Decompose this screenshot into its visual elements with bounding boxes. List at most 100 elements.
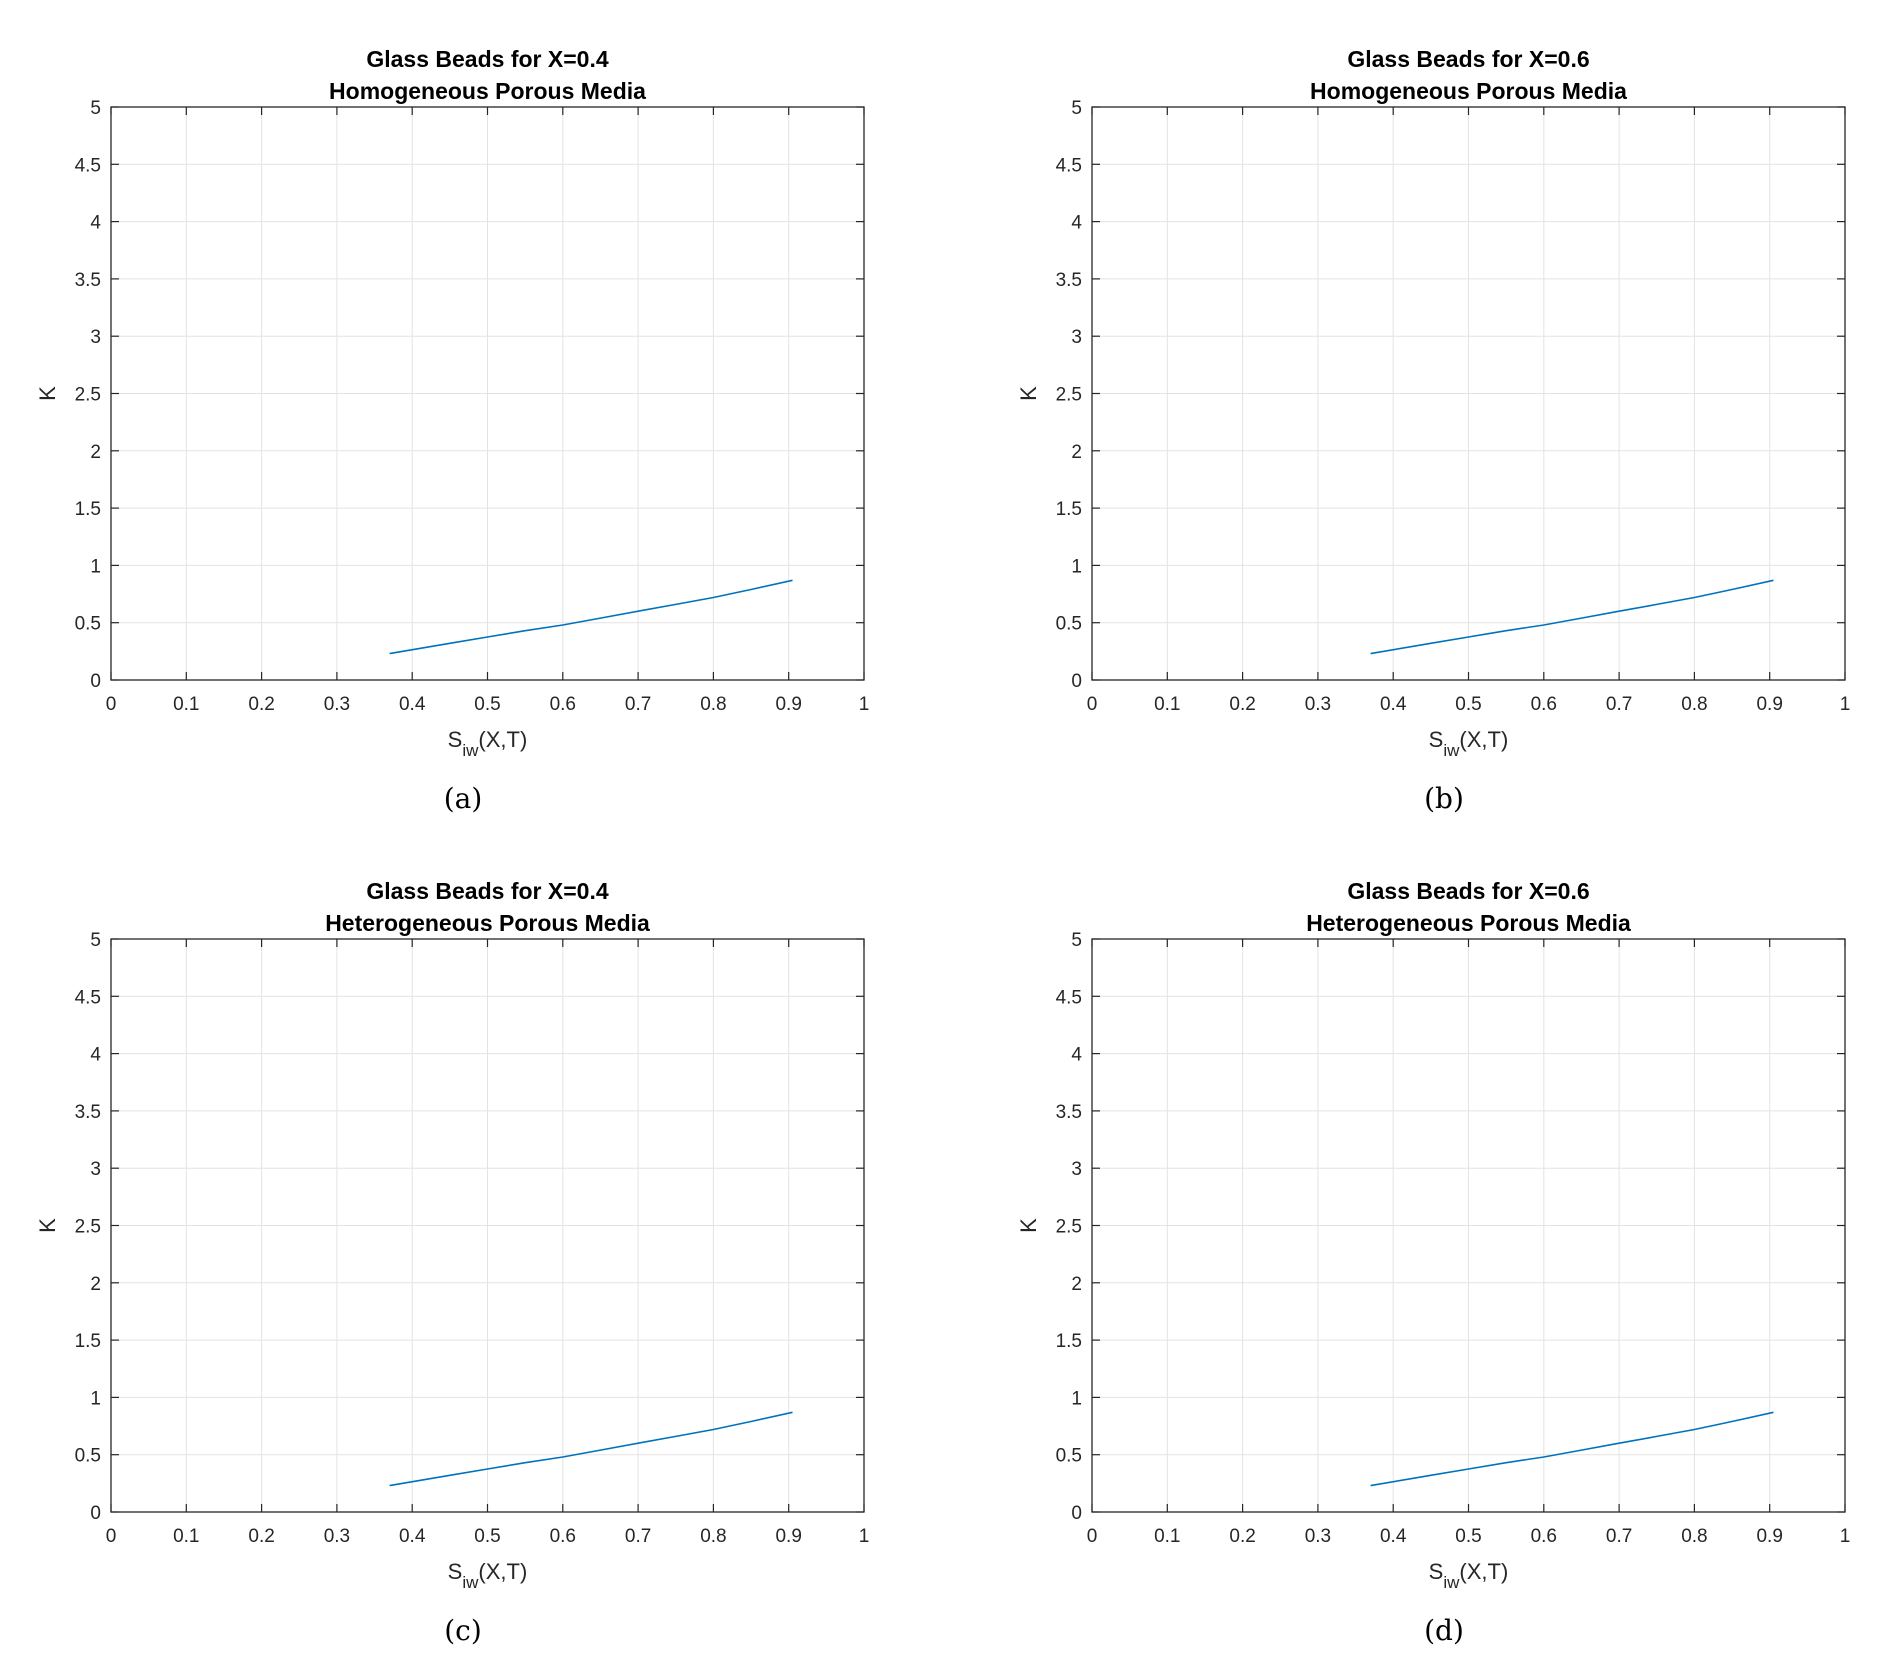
x-tick-label: 0.4 — [399, 1526, 426, 1547]
y-tick-label: 4 — [90, 1045, 101, 1066]
chart-panel-d: 0 0.1 0.2 0.3 0.4 0.5 0.6 0.7 0.8 0.9 1 0 0.5 1 1.5 2 2.… — [1016, 878, 1850, 1647]
y-axis-label: K — [35, 386, 60, 401]
y-tick-label: 1.5 — [75, 1331, 101, 1352]
y-tick-label: 5 — [1071, 930, 1082, 951]
series-line — [1370, 1411, 1774, 1487]
x-tick-label: 0.1 — [1154, 1526, 1180, 1547]
x-tick-label: 0.4 — [399, 694, 426, 715]
chart-panel-a: 0 0.1 0.2 0.3 0.4 0.5 0.6 0.7 0.8 0.9 1 0 0.5 1 1.5 2 2.… — [35, 46, 869, 815]
x-tick-label: 1 — [1840, 1526, 1851, 1547]
x-tick-label: 0 — [106, 694, 117, 715]
x-tick-label: 0.5 — [1455, 694, 1481, 715]
y-tick-label: 4 — [90, 213, 101, 234]
chart-title-line-1: Glass Beads for X=0.6 — [1347, 878, 1589, 904]
x-axis-label: Siw(X,T) — [448, 1559, 528, 1592]
y-tick-label: 5 — [1071, 98, 1082, 119]
x-tick-label: 0.7 — [1606, 1526, 1632, 1547]
x-tick-label: 0.8 — [700, 694, 726, 715]
y-tick-label: 0 — [1071, 671, 1082, 692]
x-tick-label: 0.8 — [700, 1526, 726, 1547]
chart-title-line-2: Heterogeneous Porous Media — [1306, 910, 1631, 936]
x-tick-label: 0.9 — [775, 1526, 801, 1547]
y-tick-label: 3.5 — [75, 270, 101, 291]
x-tick-label: 0.6 — [550, 1526, 576, 1547]
x-axis-label: Siw(X,T) — [1429, 727, 1509, 760]
x-tick-label: 0.4 — [1380, 1526, 1407, 1547]
x-axis-label: Siw(X,T) — [448, 727, 528, 760]
y-tick-label: 2 — [90, 1274, 101, 1295]
axes-box — [110, 938, 865, 1513]
x-tick-label: 0.3 — [1305, 694, 1331, 715]
y-tick-label: 0.5 — [1056, 614, 1082, 635]
y-tick-label: 4.5 — [75, 155, 101, 176]
x-tick-label: 0.1 — [173, 1526, 199, 1547]
y-tick-label: 1.5 — [75, 499, 101, 520]
chart-title-line-1: Glass Beads for X=0.4 — [366, 878, 608, 904]
chart-title-line-2: Homogeneous Porous Media — [329, 78, 646, 104]
y-tick-label: 2.5 — [75, 385, 101, 406]
x-tick-label: 0.9 — [1756, 694, 1782, 715]
panel-caption: (c) — [444, 1614, 482, 1647]
y-tick-label: 3.5 — [1056, 1102, 1082, 1123]
y-tick-label: 2 — [90, 442, 101, 463]
y-tick-label: 3 — [1071, 327, 1082, 348]
x-tick-label: 0.7 — [1606, 694, 1632, 715]
y-tick-label: 3 — [1071, 1159, 1082, 1180]
x-tick-label: 0.7 — [625, 1526, 651, 1547]
y-tick-label: 3 — [90, 1159, 101, 1180]
y-axis-label: K — [1016, 386, 1041, 401]
x-tick-label: 0.9 — [1756, 1526, 1782, 1547]
series-line — [389, 579, 793, 655]
y-tick-label: 1 — [1071, 1388, 1082, 1409]
y-axis-label: K — [35, 1218, 60, 1233]
y-tick-label: 5 — [90, 930, 101, 951]
y-tick-label: 4 — [1071, 213, 1082, 234]
chart-title-line-1: Glass Beads for X=0.4 — [366, 46, 608, 72]
x-tick-label: 1 — [859, 1526, 870, 1547]
x-tick-label: 0.2 — [248, 1526, 274, 1547]
y-tick-label: 4.5 — [1056, 987, 1082, 1008]
x-tick-label: 0 — [1087, 694, 1098, 715]
x-tick-label: 0.6 — [550, 694, 576, 715]
x-tick-label: 0.3 — [324, 694, 350, 715]
y-tick-label: 2 — [1071, 1274, 1082, 1295]
y-tick-label: 3 — [90, 327, 101, 348]
x-tick-label: 0.2 — [1229, 1526, 1255, 1547]
chart-title-line-1: Glass Beads for X=0.6 — [1347, 46, 1589, 72]
x-tick-label: 1 — [1840, 694, 1851, 715]
x-tick-label: 0.5 — [474, 694, 500, 715]
x-tick-label: 0.8 — [1681, 694, 1707, 715]
x-tick-label: 0.8 — [1681, 1526, 1707, 1547]
y-tick-label: 0 — [90, 671, 101, 692]
y-tick-label: 3.5 — [1056, 270, 1082, 291]
chart-panel-c: 0 0.1 0.2 0.3 0.4 0.5 0.6 0.7 0.8 0.9 1 0 0.5 1 1.5 2 2.… — [35, 878, 869, 1647]
x-tick-label: 0.2 — [248, 694, 274, 715]
x-tick-label: 0.7 — [625, 694, 651, 715]
chart-title-line-2: Homogeneous Porous Media — [1310, 78, 1627, 104]
x-tick-label: 0.3 — [324, 1526, 350, 1547]
x-tick-label: 0.5 — [474, 1526, 500, 1547]
y-tick-label: 1 — [90, 556, 101, 577]
x-tick-label: 1 — [859, 694, 870, 715]
y-tick-label: 4 — [1071, 1045, 1082, 1066]
x-tick-label: 0.6 — [1531, 694, 1557, 715]
panel-caption: (d) — [1424, 1614, 1464, 1647]
y-tick-label: 5 — [90, 98, 101, 119]
y-tick-label: 2.5 — [1056, 1217, 1082, 1238]
series-line — [1370, 579, 1774, 655]
y-tick-label: 4.5 — [75, 987, 101, 1008]
x-tick-label: 0.9 — [775, 694, 801, 715]
x-tick-label: 0 — [106, 1526, 117, 1547]
axes-box — [1091, 938, 1846, 1513]
y-tick-label: 1 — [1071, 556, 1082, 577]
axes-box — [1091, 106, 1846, 681]
y-tick-label: 2 — [1071, 442, 1082, 463]
y-tick-label: 0 — [90, 1503, 101, 1524]
y-tick-label: 2.5 — [1056, 385, 1082, 406]
y-axis-label: K — [1016, 1218, 1041, 1233]
x-tick-label: 0.1 — [173, 694, 199, 715]
series-line — [389, 1411, 793, 1487]
x-tick-label: 0.6 — [1531, 1526, 1557, 1547]
